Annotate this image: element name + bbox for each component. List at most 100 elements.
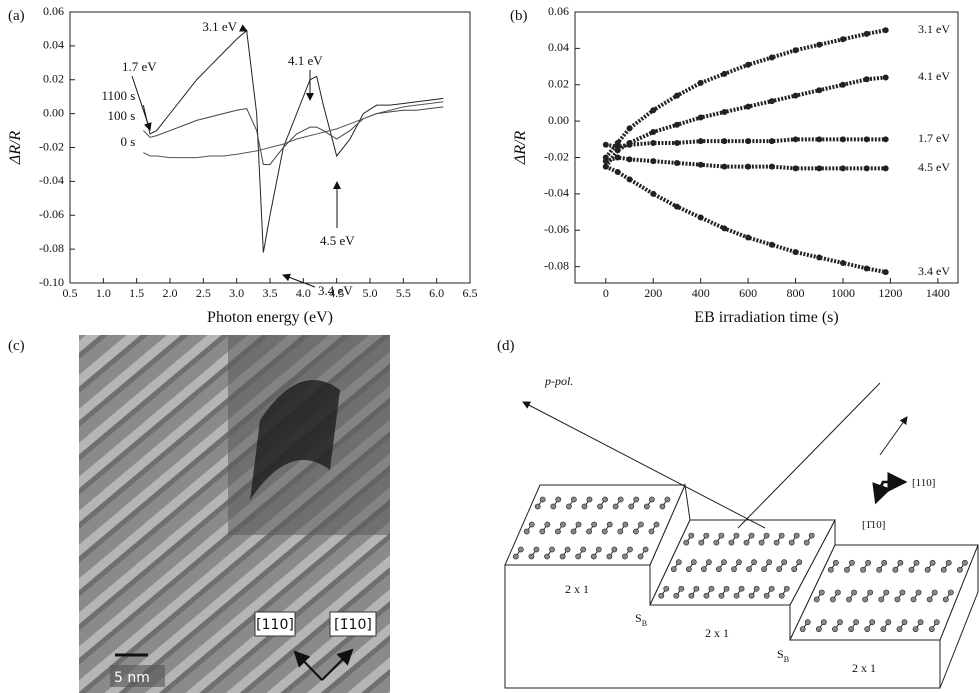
dimer-atom xyxy=(736,559,742,566)
x-tick-label: 1200 xyxy=(878,286,902,300)
dimer-atom xyxy=(703,592,710,599)
dimer-atom xyxy=(586,528,593,535)
y-tick-label: -0.08 xyxy=(39,241,64,255)
dimer-atom xyxy=(942,596,949,603)
dimer-atom xyxy=(693,585,700,592)
x-tick-label: 600 xyxy=(739,286,757,300)
stm-dark-region xyxy=(250,380,340,500)
dimer-atom xyxy=(896,626,903,633)
direction-label: [110] xyxy=(912,477,935,489)
dimer-atom xyxy=(751,559,757,566)
y-tick-label: 0.06 xyxy=(43,4,64,18)
annotation: 1.7 eV xyxy=(122,59,157,74)
dimer-atom xyxy=(763,532,770,539)
y-tick-label: -0.10 xyxy=(39,275,64,289)
dimer-atom xyxy=(633,496,640,503)
beam-label: p-pol. xyxy=(544,374,573,388)
dimer-atom xyxy=(773,539,780,546)
dimer-atom xyxy=(721,559,727,566)
y-tick-label: 0.04 xyxy=(548,40,569,54)
dimer-atom xyxy=(539,528,546,535)
y-tick-label: -0.02 xyxy=(39,139,64,153)
dimer-atom xyxy=(746,566,752,573)
dimer-atom xyxy=(575,521,582,528)
panel-label: (c) xyxy=(8,338,25,354)
dimer-atom xyxy=(648,528,655,535)
panel-label: (b) xyxy=(510,8,528,24)
y-tick-label: -0.02 xyxy=(544,149,569,163)
direction-label: [1̄10] xyxy=(334,617,372,633)
series-label: 1.7 eV xyxy=(918,131,950,145)
dimer-atom xyxy=(555,496,562,503)
dimer-atom xyxy=(550,503,557,510)
dimer-atom xyxy=(606,553,613,560)
dimer-atom xyxy=(716,566,722,573)
trend-line xyxy=(604,164,887,275)
x-tick-label: 0.5 xyxy=(63,286,78,300)
direction-label: [110] xyxy=(256,617,294,633)
data-line xyxy=(142,106,444,165)
dimer-atom xyxy=(761,566,768,573)
dimer-atom xyxy=(617,528,624,535)
dimer-atom xyxy=(815,626,822,633)
dimer-atom xyxy=(559,553,566,560)
dimer-atom xyxy=(673,592,680,599)
dimer-atom xyxy=(638,521,644,528)
x-tick-label: 800 xyxy=(787,286,805,300)
dimer-atom xyxy=(881,559,888,566)
step-sub: B xyxy=(784,655,789,664)
x-tick-label: 4.0 xyxy=(296,286,311,300)
dimer-atom xyxy=(813,596,820,603)
y-tick-label: 0.06 xyxy=(548,4,569,18)
dimer-atom xyxy=(933,619,940,626)
dimer-atom xyxy=(832,559,839,566)
series-label: 0 s xyxy=(121,134,136,149)
series-label: 4.5 eV xyxy=(918,160,950,174)
dimer-atom xyxy=(700,566,707,573)
dimer-atom xyxy=(705,559,712,566)
step-main: S xyxy=(777,647,784,661)
dimer-atom xyxy=(876,566,883,573)
dimer-atom xyxy=(675,559,682,566)
dimer-atom xyxy=(612,503,619,510)
dimer-atom xyxy=(512,553,519,560)
dimer-atom xyxy=(637,553,644,560)
dimer-atom xyxy=(564,546,571,553)
dimer-atom xyxy=(910,596,917,603)
dimer-atom xyxy=(617,496,624,503)
scale-bg xyxy=(110,665,165,687)
dimer-atom xyxy=(688,532,695,539)
dimer-atom xyxy=(766,559,773,566)
dimer-atom xyxy=(738,585,745,592)
dimer-atom xyxy=(778,592,785,599)
series-label: 4.1 eV xyxy=(918,69,950,83)
dimer-atom xyxy=(776,566,783,573)
dimer-atom xyxy=(581,503,588,510)
y-tick-label: 0.04 xyxy=(43,38,64,52)
reconstruction-label: 2 x 1 xyxy=(852,661,876,675)
dimer-atom xyxy=(947,589,954,596)
dimer-atom xyxy=(848,626,854,633)
dimer-atom xyxy=(912,626,919,633)
dimer-atom xyxy=(791,566,798,573)
x-tick-label: 1000 xyxy=(831,286,855,300)
dimer-atom xyxy=(718,532,725,539)
dimer-atom xyxy=(528,553,535,560)
dimer-atom xyxy=(718,592,725,599)
dimer-atom xyxy=(570,496,577,503)
dimer-atom xyxy=(698,539,705,546)
dimer-atom xyxy=(748,592,755,599)
dimer-atom xyxy=(926,596,933,603)
trend-line xyxy=(605,137,886,149)
annotation-arrow xyxy=(238,24,248,32)
x-tick-label: 400 xyxy=(692,286,710,300)
dimer-atom xyxy=(832,626,838,633)
dimer-atom xyxy=(748,532,755,539)
dimer-atom xyxy=(586,496,593,503)
dimer-atom xyxy=(929,559,936,566)
y-tick-label: -0.04 xyxy=(39,173,64,187)
dimer-atom xyxy=(928,626,935,633)
dimer-atom xyxy=(956,566,963,573)
dimer-atom xyxy=(931,589,938,596)
